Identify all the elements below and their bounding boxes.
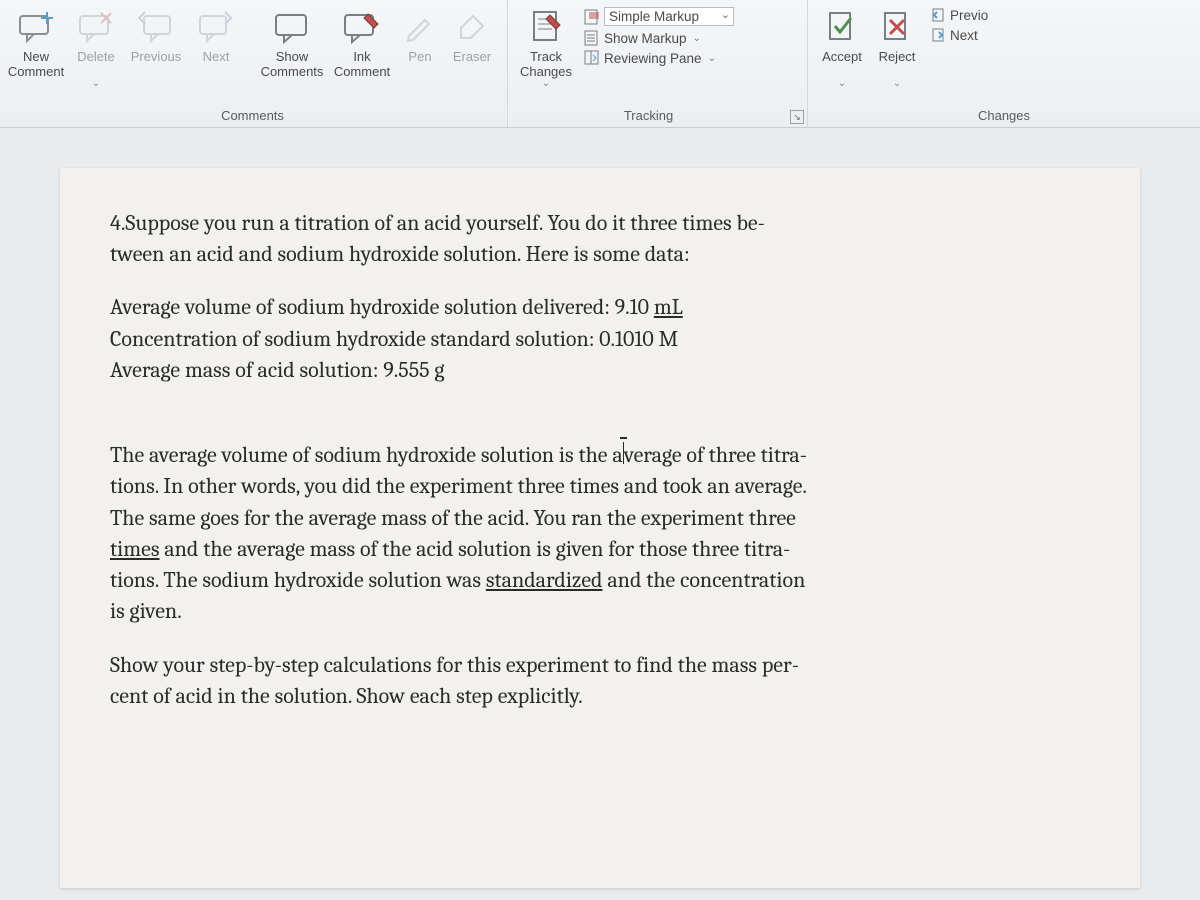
previous-comment-button[interactable]: Previous	[126, 4, 186, 80]
previous-change-button[interactable]: Previo	[928, 6, 990, 24]
track-changes-label: Track Changes	[520, 50, 572, 80]
tracking-group: Track Changes ⌄ Simple Markup Show Marku…	[508, 0, 808, 127]
new-comment-icon	[17, 6, 55, 48]
accept-icon	[825, 6, 859, 48]
next-change-label: Next	[950, 28, 978, 43]
text: Average mass of acid solution: 9.555 g	[110, 357, 445, 383]
text-underline: times	[110, 536, 159, 562]
chevron-down-icon: ⌄	[708, 53, 716, 64]
markup-mode-dropdown[interactable]: Simple Markup	[582, 6, 736, 27]
delete-comment-label: Delete	[77, 50, 115, 80]
previous-comment-label: Previous	[131, 50, 182, 80]
text-underline: standardized	[486, 567, 603, 593]
delete-comment-icon	[77, 6, 115, 48]
text: The same goes for the average mass of th…	[110, 505, 796, 531]
pen-icon	[403, 6, 437, 48]
text: Average volume of sodium hydroxide solut…	[110, 294, 654, 320]
next-comment-label: Next	[203, 50, 230, 80]
paragraph-1: 4.Suppose you run a titration of an acid…	[110, 208, 1090, 270]
show-markup-label: Show Markup	[604, 31, 687, 46]
tracking-dialog-launcher[interactable]: ↘	[790, 110, 804, 124]
next-change-button[interactable]: Next	[928, 26, 990, 44]
text: and the average mass of the acid solutio…	[159, 536, 790, 562]
reviewing-pane-label: Reviewing Pane	[604, 51, 702, 66]
text: tween an acid and sodium hydroxide solut…	[110, 241, 690, 267]
review-ribbon: New Comment Delete ⌄ Previous Next	[0, 0, 1200, 128]
chevron-down-icon: ⌄	[693, 33, 701, 44]
text: 4.Suppose you run a titration of an acid…	[110, 210, 765, 236]
pen-button[interactable]: Pen	[395, 4, 445, 80]
text: tions. In other words, you did the exper…	[110, 473, 807, 499]
chevron-down-icon: ⌄	[893, 78, 901, 90]
accept-button[interactable]: Accept ⌄	[814, 4, 870, 90]
eraser-icon	[455, 6, 489, 48]
text: cent of acid in the solution. Show each …	[110, 683, 583, 709]
previous-change-icon	[930, 7, 946, 23]
previous-change-label: Previo	[950, 8, 988, 23]
accept-label: Accept	[822, 50, 862, 80]
comments-group-label: Comments	[6, 106, 499, 125]
show-comments-icon	[272, 6, 312, 48]
text: tions. The sodium hydroxide solution was	[110, 567, 486, 593]
text-underline: mL	[654, 294, 683, 320]
show-markup-menu[interactable]: Show Markup ⌄	[582, 29, 736, 47]
delete-comment-button[interactable]: Delete ⌄	[66, 4, 126, 90]
reject-label: Reject	[879, 50, 916, 80]
text: verage of three titra-	[624, 442, 807, 468]
ink-comment-label: Ink Comment	[334, 50, 390, 80]
changes-group-body: Accept ⌄ Reject ⌄ Previo Next	[814, 4, 1194, 106]
changes-nav: Previo Next	[924, 6, 990, 44]
markup-mode-icon	[584, 9, 600, 25]
chevron-down-icon: ⌄	[92, 78, 100, 90]
text: The average volume of sodium hydroxide s…	[110, 442, 623, 468]
show-markup-icon	[584, 30, 600, 46]
track-changes-icon	[528, 6, 564, 48]
comments-group: New Comment Delete ⌄ Previous Next	[0, 0, 508, 127]
comments-group-body: New Comment Delete ⌄ Previous Next	[6, 4, 499, 106]
reviewing-pane-menu[interactable]: Reviewing Pane ⌄	[582, 49, 736, 67]
new-comment-label: New Comment	[8, 50, 64, 80]
markup-mode-value: Simple Markup	[604, 7, 734, 26]
paragraph-3: The average volume of sodium hydroxide s…	[110, 440, 1090, 627]
changes-group: Accept ⌄ Reject ⌄ Previo Next	[808, 0, 1200, 127]
tracking-options: Simple Markup Show Markup ⌄ Reviewing Pa…	[578, 6, 736, 67]
ink-comment-icon	[342, 6, 382, 48]
text: and the concentration	[602, 567, 805, 593]
changes-group-label: Changes	[814, 106, 1194, 125]
new-comment-button[interactable]: New Comment	[6, 4, 66, 80]
data-block: Average volume of sodium hydroxide solut…	[110, 292, 1090, 386]
reviewing-pane-icon	[584, 50, 600, 66]
pen-label: Pen	[408, 50, 431, 80]
show-comments-label: Show Comments	[261, 50, 324, 80]
next-comment-icon	[197, 6, 235, 48]
document-area: 4.Suppose you run a titration of an acid…	[0, 128, 1200, 888]
eraser-button[interactable]: Eraser	[445, 4, 499, 80]
spacer	[110, 408, 1090, 418]
reject-button[interactable]: Reject ⌄	[870, 4, 924, 90]
previous-comment-icon	[137, 6, 175, 48]
text-cursor	[623, 442, 624, 464]
text: is given.	[110, 598, 182, 624]
eraser-label: Eraser	[453, 50, 491, 80]
next-change-icon	[930, 27, 946, 43]
show-comments-button[interactable]: Show Comments	[255, 4, 329, 80]
chevron-down-icon: ⌄	[838, 78, 846, 90]
next-comment-button[interactable]: Next	[186, 4, 246, 80]
tracking-group-label: Tracking	[514, 106, 783, 125]
text: Concentration of sodium hydroxide standa…	[110, 326, 678, 352]
ink-comment-button[interactable]: Ink Comment	[329, 4, 395, 80]
text: Show your step-by-step calculations for …	[110, 652, 799, 678]
chevron-down-icon: ⌄	[542, 78, 550, 90]
tracking-group-body: Track Changes ⌄ Simple Markup Show Marku…	[514, 4, 783, 106]
document-page[interactable]: 4.Suppose you run a titration of an acid…	[60, 168, 1140, 888]
paragraph-4: Show your step-by-step calculations for …	[110, 650, 1090, 712]
track-changes-button[interactable]: Track Changes ⌄	[514, 4, 578, 90]
reject-icon	[880, 6, 914, 48]
